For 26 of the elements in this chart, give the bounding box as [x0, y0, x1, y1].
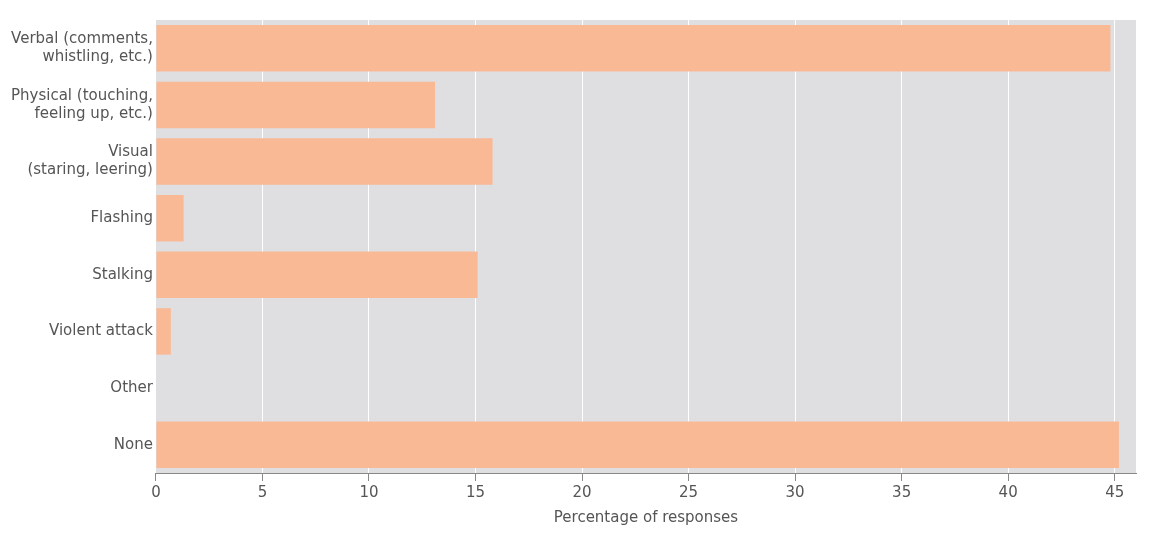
bar: [156, 251, 478, 299]
bar: [156, 421, 1119, 468]
y-tick-label: Violent attack: [49, 321, 154, 340]
y-tick-label: Verbal (comments, whistling, etc.): [11, 29, 153, 66]
x-tick-label: 30: [785, 482, 805, 501]
bar: [156, 308, 171, 355]
x-axis-title: Percentage of responses: [553, 507, 739, 526]
bar: [156, 81, 436, 129]
y-tick-label: Physical (touching, feeling up, etc.): [11, 85, 153, 122]
y-tick-label: Flashing: [90, 208, 153, 227]
bar: [156, 138, 493, 185]
x-tick-label: 5: [257, 482, 268, 501]
x-tick-label: 0: [151, 482, 161, 501]
x-tick-label: 15: [465, 482, 486, 501]
bar: [156, 194, 184, 242]
bar: [156, 25, 1111, 72]
y-tick-label: Visual (staring, leering): [27, 142, 153, 179]
y-tick-label: Stalking: [92, 264, 153, 283]
x-tick-label: 25: [679, 482, 699, 501]
y-tick-label: Other: [110, 377, 154, 396]
x-tick-label: 20: [572, 482, 592, 501]
x-tick-label: 10: [359, 482, 379, 501]
x-tick-label: 45: [1105, 482, 1125, 501]
x-tick-label: 40: [998, 482, 1018, 501]
y-tick-label: None: [113, 434, 153, 453]
x-tick-label: 35: [892, 482, 912, 501]
